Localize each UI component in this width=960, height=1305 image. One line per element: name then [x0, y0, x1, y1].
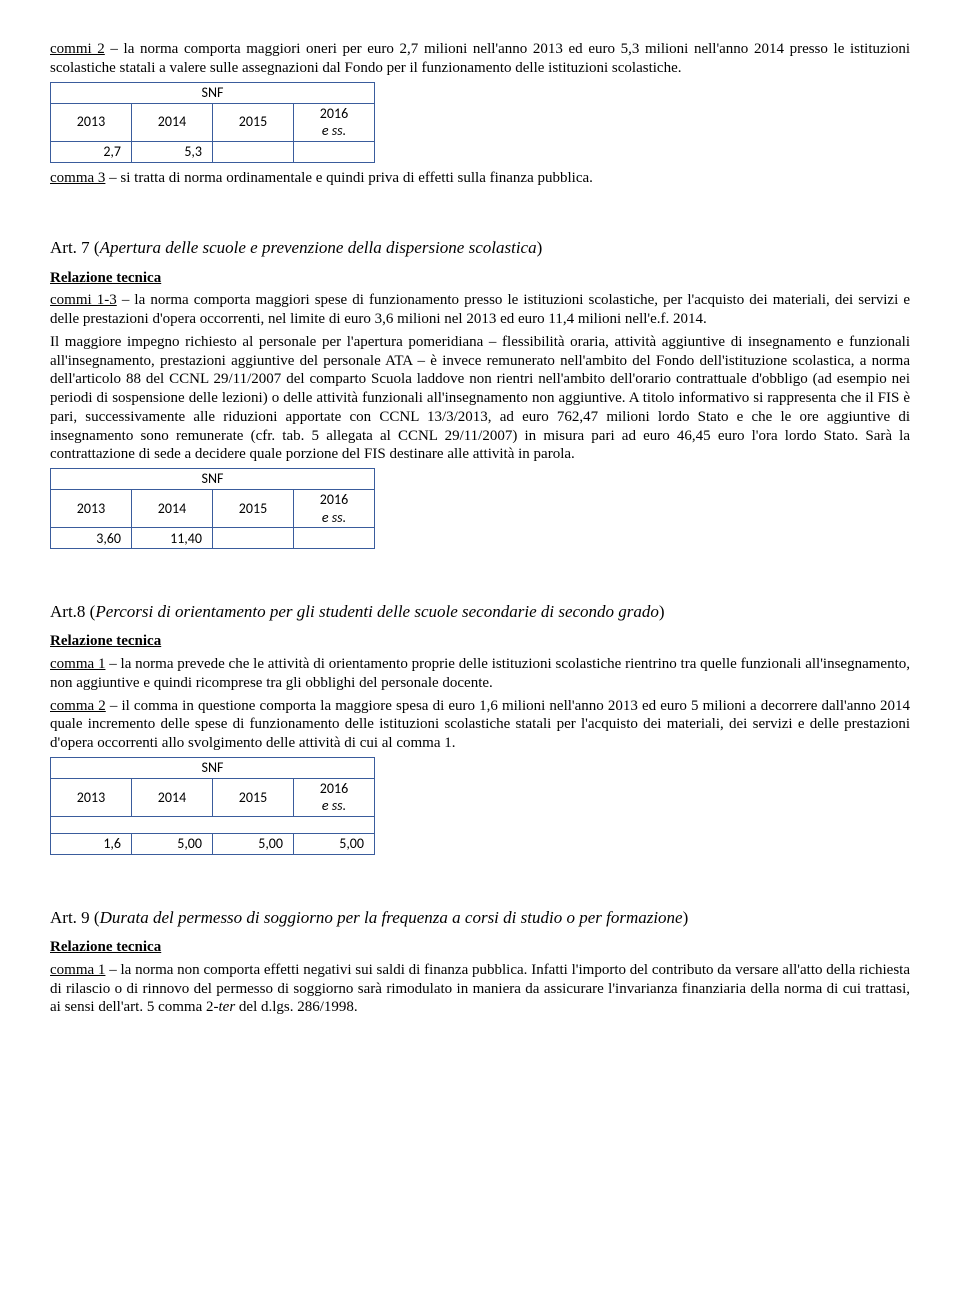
lead-comma1: comma 1 — [50, 656, 105, 672]
val-2014: 5,00 — [132, 833, 213, 854]
snf-header: SNF — [51, 757, 375, 778]
val-2014: 5,3 — [132, 141, 213, 162]
col-2015: 2015 — [213, 778, 294, 816]
val-2013: 1,6 — [51, 833, 132, 854]
para-art7-body: Il maggiore impegno richiesto al persona… — [50, 333, 910, 464]
text-comma2: – il comma in questione comporta la magg… — [50, 698, 910, 752]
col-2016ess: 2016e ss. — [294, 490, 375, 528]
snf-header: SNF — [51, 469, 375, 490]
text-comma1: – la norma prevede che le attività di or… — [50, 656, 910, 691]
art9-title: Art. 9 (Durata del permesso di soggiorno… — [50, 907, 910, 928]
val-2015 — [213, 528, 294, 549]
val-2014: 11,40 — [132, 528, 213, 549]
val-2016 — [294, 528, 375, 549]
text-comma1-art9-a: – la norma non comporta effetti negativi… — [50, 962, 910, 1016]
col-2013: 2013 — [51, 490, 132, 528]
lead-comma2: comma 2 — [50, 698, 106, 714]
snf-header: SNF — [51, 82, 375, 103]
para-commi2: commi 2 – la norma comporta maggiori one… — [50, 40, 910, 78]
col-2014: 2014 — [132, 103, 213, 141]
para-art7-commi13: commi 1-3 – la norma comporta maggiori s… — [50, 291, 910, 329]
lead-commi2: commi 2 — [50, 41, 105, 57]
text-comma1-art9-b: del d.lgs. 286/1998. — [235, 999, 358, 1015]
val-2013: 2,7 — [51, 141, 132, 162]
para-art8-comma2: comma 2 – il comma in questione comporta… — [50, 697, 910, 753]
col-2014: 2014 — [132, 490, 213, 528]
col-2015: 2015 — [213, 490, 294, 528]
val-2016: 5,00 — [294, 833, 375, 854]
col-2013: 2013 — [51, 778, 132, 816]
col-2013: 2013 — [51, 103, 132, 141]
table-snf-3: SNF 2013 2014 2015 2016e ss. 1,6 5,00 5,… — [50, 757, 375, 855]
text-ter: ter — [219, 999, 236, 1015]
val-2013: 3,60 — [51, 528, 132, 549]
col-2015: 2015 — [213, 103, 294, 141]
relazione-tecnica-8: Relazione tecnica — [50, 632, 910, 651]
table-snf-2: SNF 2013 2014 2015 2016e ss. 3,60 11,40 — [50, 468, 375, 549]
col-2016ess: 2016e ss. — [294, 103, 375, 141]
val-2015 — [213, 141, 294, 162]
text-comma3: – si tratta di norma ordinamentale e qui… — [105, 170, 593, 186]
art7-title: Art. 7 (Apertura delle scuole e prevenzi… — [50, 237, 910, 258]
text-commi2: – la norma comporta maggiori oneri per e… — [50, 41, 910, 76]
art8-title: Art.8 (Percorsi di orientamento per gli … — [50, 601, 910, 622]
relazione-tecnica-9: Relazione tecnica — [50, 938, 910, 957]
table-snf-1: SNF 2013 2014 2015 2016e ss. 2,7 5,3 — [50, 82, 375, 163]
para-art9-comma1: comma 1 – la norma non comporta effetti … — [50, 961, 910, 1017]
col-2014: 2014 — [132, 778, 213, 816]
blank-row — [51, 816, 375, 833]
text-commi13: – la norma comporta maggiori spese di fu… — [50, 292, 910, 327]
val-2016 — [294, 141, 375, 162]
para-comma3: comma 3 – si tratta di norma ordinamenta… — [50, 169, 910, 188]
lead-comma3: comma 3 — [50, 170, 105, 186]
para-art8-comma1: comma 1 – la norma prevede che le attivi… — [50, 655, 910, 693]
col-2016ess: 2016e ss. — [294, 778, 375, 816]
lead-comma1-art9: comma 1 — [50, 962, 105, 978]
relazione-tecnica-7: Relazione tecnica — [50, 269, 910, 288]
lead-commi13: commi 1-3 — [50, 292, 117, 308]
val-2015: 5,00 — [213, 833, 294, 854]
